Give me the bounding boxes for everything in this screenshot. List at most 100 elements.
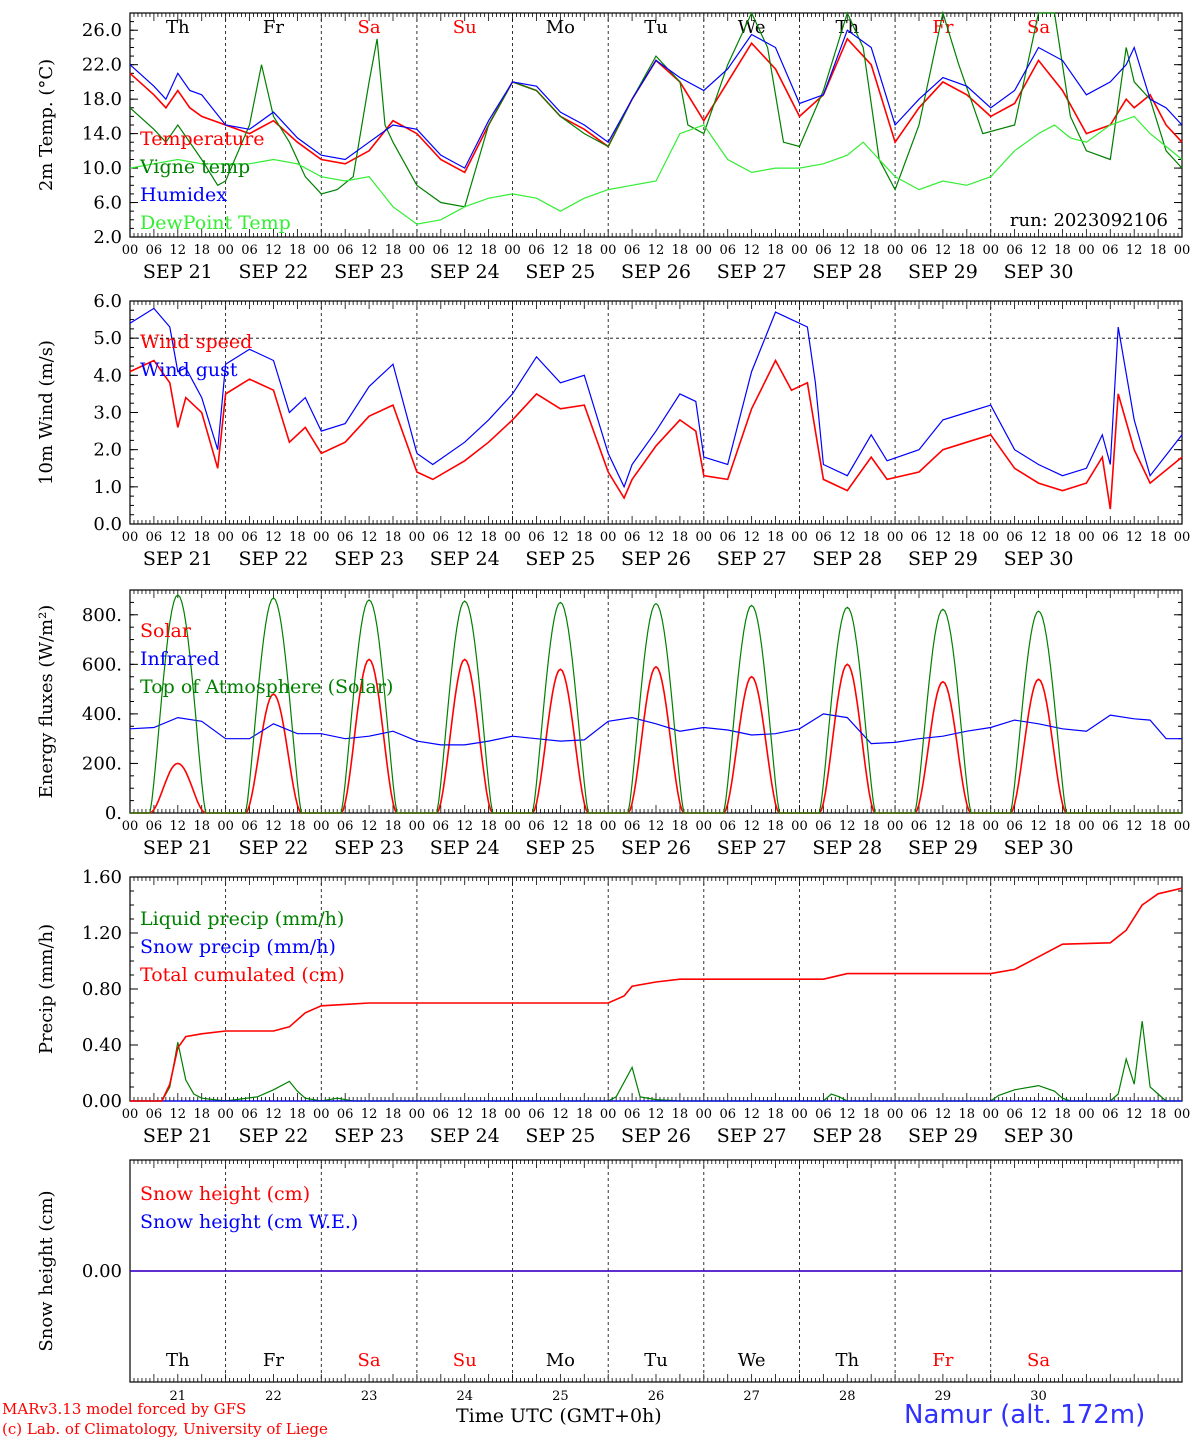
x-hour-label: 00	[1078, 530, 1095, 545]
x-date-label: SEP 24	[430, 261, 500, 283]
x-hour-label: 00	[1078, 243, 1095, 258]
x-hour-label: 06	[146, 819, 163, 834]
x-hour-label: 00	[217, 243, 234, 258]
x-hour-label: 18	[1150, 819, 1167, 834]
x-hour-label: 18	[1150, 1107, 1167, 1122]
x-date-label: SEP 30	[1004, 548, 1074, 570]
x-hour-label: 18	[767, 243, 784, 258]
precip-panel: 0.00 0.40 0.80 1.20 1.60 Precip (mm/h) 00 06 12 1…	[36, 867, 1190, 1147]
x-hour-label: 06	[146, 1107, 163, 1122]
x-hour-label: 00	[409, 243, 426, 258]
x-hour-label: 12	[1126, 819, 1143, 834]
weekday-label: Fr	[932, 1350, 953, 1371]
x-hour-label: 12	[552, 243, 569, 258]
x-hour-label: 12	[1030, 819, 1047, 834]
legend-entry: Snow height (cm)	[140, 1183, 310, 1205]
weekday-label: Tu	[644, 17, 668, 38]
x-hour-label: 12	[935, 819, 952, 834]
x-hour-label: 12	[743, 243, 760, 258]
run-annotation: run: 2023092106	[1010, 210, 1168, 231]
x-hour-label: 06	[719, 530, 736, 545]
x-hour-label: 12	[743, 1107, 760, 1122]
series-line	[129, 358, 1183, 510]
x-date-label: SEP 29	[908, 548, 978, 570]
x-hour-label: 06	[1102, 243, 1119, 258]
weekday-label: Th	[835, 1350, 859, 1371]
x-hour-label: 00	[1078, 819, 1095, 834]
y-tick-label: 6.0	[93, 193, 122, 214]
day-number-label: 21	[170, 1389, 187, 1404]
x-hour-label: 18	[289, 819, 306, 834]
weekday-label: Sa	[1027, 1350, 1050, 1371]
x-hour-label: 12	[170, 530, 187, 545]
series-line	[129, 115, 1183, 225]
x-hour-label: 00	[696, 1107, 713, 1122]
x-hour-label: 06	[241, 243, 258, 258]
x-hour-label: 06	[146, 530, 163, 545]
x-hour-label: 12	[648, 819, 665, 834]
legend-entry: Wind gust	[140, 359, 238, 381]
y-tick-label: 1.20	[82, 923, 122, 944]
x-hour-label: 12	[1030, 530, 1047, 545]
legend-entry: Total cumulated (cm)	[140, 964, 345, 986]
x-date-label: SEP 24	[430, 548, 500, 570]
x-hour-label: 18	[193, 530, 210, 545]
x-hour-label: 18	[480, 243, 497, 258]
x-date-label: SEP 25	[525, 1125, 595, 1147]
x-hour-label: 18	[672, 530, 689, 545]
x-hour-label: 00	[1174, 819, 1191, 834]
x-date-label: SEP 25	[525, 837, 595, 859]
x-hour-label: 06	[624, 819, 641, 834]
x-hour-label: 00	[791, 819, 808, 834]
x-hour-label: 12	[170, 1107, 187, 1122]
x-hour-label: 06	[911, 530, 928, 545]
x-date-label: SEP 25	[525, 548, 595, 570]
weekday-label: Th	[835, 17, 859, 38]
x-date-label: SEP 27	[717, 548, 787, 570]
x-hour-label: 06	[337, 243, 354, 258]
x-hour-label: 00	[887, 530, 904, 545]
x-hour-label: 00	[600, 1107, 617, 1122]
station-label: Namur (alt. 172m)	[904, 1400, 1146, 1430]
x-hour-label: 00	[982, 530, 999, 545]
x-hour-label: 00	[122, 1107, 139, 1122]
x-hour-label: 18	[863, 243, 880, 258]
x-hour-label: 18	[863, 1107, 880, 1122]
plot-frame	[129, 300, 1183, 525]
x-hour-label: 12	[361, 819, 378, 834]
x-date-label: SEP 26	[621, 548, 691, 570]
x-hour-label: 06	[815, 819, 832, 834]
x-hour-label: 06	[433, 1107, 450, 1122]
x-hour-label: 12	[265, 243, 282, 258]
model-credit-line: MARv3.13 model forced by GFS	[2, 1400, 247, 1418]
y-tick-label: 1.60	[82, 867, 122, 888]
weekday-label: Tu	[644, 1350, 668, 1371]
legend-entry: Snow precip (mm/h)	[140, 936, 336, 958]
x-hour-label: 18	[385, 819, 402, 834]
x-hour-label: 00	[600, 243, 617, 258]
weekday-label: Sa	[358, 1350, 381, 1371]
weekday-label: Fr	[263, 17, 284, 38]
y-axis-label: 10m Wind (m/s)	[36, 340, 57, 485]
x-hour-label: 06	[1006, 530, 1023, 545]
x-hour-label: 12	[552, 530, 569, 545]
x-hour-label: 12	[839, 1107, 856, 1122]
x-hour-label: 06	[528, 819, 545, 834]
x-hour-label: 18	[193, 819, 210, 834]
lab-credit-line: (c) Lab. of Climatology, University of L…	[2, 1420, 328, 1438]
y-tick-label: 1.0	[93, 477, 122, 498]
day-number-label: 29	[935, 1389, 952, 1404]
temperature-panel: 2.0 6.0 10.0 14.0 18.0 22.0 26.0 2m Temp. (°C) 0…	[36, 10, 1190, 283]
x-hour-label: 18	[576, 819, 593, 834]
x-hour-label: 12	[265, 530, 282, 545]
x-date-label: SEP 23	[334, 261, 404, 283]
legend-entry: Top of Atmosphere (Solar)	[140, 676, 393, 698]
x-hour-label: 12	[456, 819, 473, 834]
x-hour-label: 06	[911, 243, 928, 258]
series-line	[130, 887, 1183, 1102]
x-date-label: SEP 21	[143, 548, 213, 570]
x-hour-label: 00	[217, 1107, 234, 1122]
legend-entry: Liquid precip (mm/h)	[140, 908, 344, 930]
x-date-label: SEP 21	[143, 837, 213, 859]
day-number-label: 26	[648, 1389, 665, 1404]
